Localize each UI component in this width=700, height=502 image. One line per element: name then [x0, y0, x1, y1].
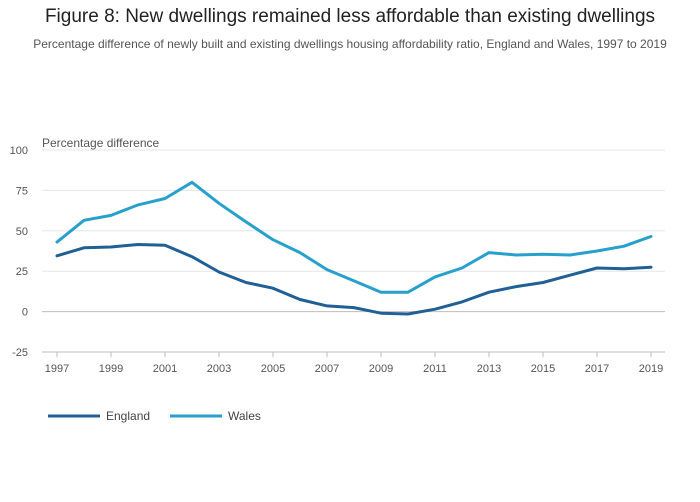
chart-subtitle: Percentage difference of newly built and…	[33, 37, 667, 51]
series-line-england	[55, 243, 653, 316]
y-tick-label: 100	[10, 145, 28, 157]
chart-title: Figure 8: New dwellings remained less af…	[44, 6, 656, 27]
y-tick-label: 75	[16, 185, 28, 197]
legend: England Wales	[48, 409, 261, 423]
x-tick-label: 2003	[207, 363, 231, 375]
legend-label-wales: Wales	[228, 409, 261, 423]
x-tick-label: 2005	[261, 363, 285, 375]
series-line-wales	[55, 180, 653, 294]
series-lines	[55, 180, 653, 316]
x-axis: 1997 1999 2001 2003 2005 2007 2009 2011 2013 2015…	[42, 351, 665, 375]
x-tick-label: 2013	[477, 363, 501, 375]
y-tick-label: 25	[16, 266, 28, 278]
grid-lines	[42, 149, 665, 353]
y-tick-label: -25	[12, 347, 28, 359]
legend-label-england: England	[106, 409, 150, 423]
y-tick-label: 50	[16, 226, 28, 238]
x-tick-label: 2007	[315, 363, 339, 375]
x-tick-label: 2011	[423, 363, 447, 375]
x-tick-label: 2019	[639, 363, 663, 375]
x-tick-label: 1997	[45, 363, 69, 375]
x-tick-label: 2015	[531, 363, 555, 375]
x-tick-label: 2009	[369, 363, 393, 375]
y-axis-label: Percentage difference	[42, 136, 160, 150]
y-tick-label: 0	[22, 307, 28, 319]
x-tick-label: 2001	[153, 363, 177, 375]
x-tick-label: 2017	[585, 363, 609, 375]
y-axis-ticks: -25 0 25 50 75 100	[10, 145, 28, 359]
x-tick-label: 1999	[99, 363, 123, 375]
